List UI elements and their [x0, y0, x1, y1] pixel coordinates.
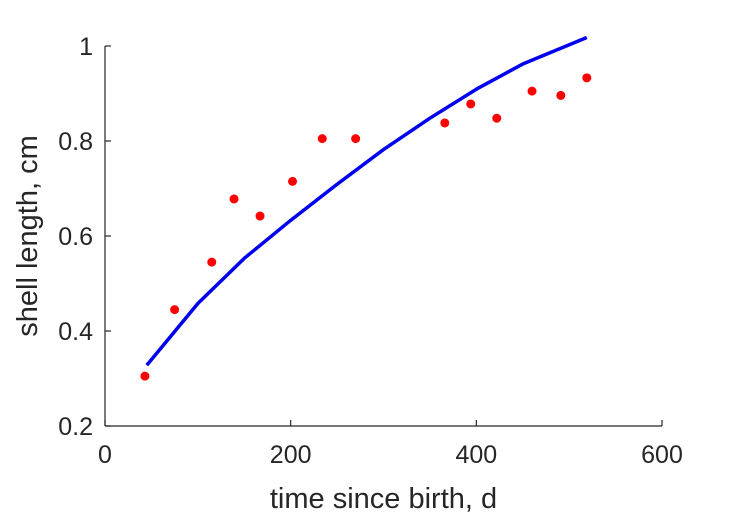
data-point: [207, 257, 217, 267]
data-point: [527, 86, 537, 96]
data-point: [255, 211, 265, 221]
y-tick-label: 0.8: [58, 128, 93, 156]
y-tick-label: 1: [79, 33, 93, 61]
data-point: [351, 134, 361, 144]
data-point: [170, 305, 180, 315]
x-axis-label: time since birth, d: [270, 483, 497, 515]
data-point: [229, 194, 239, 204]
data-point: [492, 113, 502, 123]
x-tick-label: 400: [455, 441, 497, 469]
series-layer: [140, 35, 592, 381]
data-point: [317, 134, 327, 144]
y-tick-label: 0.6: [58, 223, 93, 251]
x-tick-label: 600: [641, 441, 683, 469]
y-tick-label: 0.4: [58, 318, 93, 346]
y-ticks: 0.2 0.4 0.6 0.8 1: [58, 33, 111, 441]
x-ticks: 0 200 400 600: [98, 420, 683, 469]
data-point: [582, 73, 592, 83]
data-point: [140, 371, 150, 381]
data-point: [556, 90, 566, 100]
data-point: [288, 176, 298, 186]
data-point: [440, 118, 450, 128]
y-tick-label: 0.2: [58, 413, 93, 441]
x-tick-label: 0: [98, 441, 112, 469]
fit-curve-line: [145, 35, 588, 367]
data-point: [466, 99, 476, 109]
axes: [104, 46, 662, 427]
y-axis-label: shell length, cm: [12, 135, 44, 337]
x-tick-label: 200: [270, 441, 312, 469]
